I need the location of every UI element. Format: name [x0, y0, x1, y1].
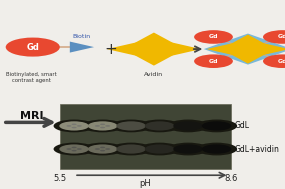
Circle shape [100, 150, 105, 151]
Circle shape [111, 119, 152, 132]
Polygon shape [227, 49, 269, 64]
Circle shape [54, 143, 95, 155]
Circle shape [145, 144, 174, 154]
Circle shape [168, 143, 209, 155]
Polygon shape [129, 33, 178, 49]
Polygon shape [129, 49, 178, 66]
Polygon shape [70, 42, 94, 53]
Text: Biotin: Biotin [72, 34, 90, 39]
Circle shape [100, 147, 105, 148]
Circle shape [100, 124, 105, 125]
Polygon shape [207, 42, 248, 57]
Circle shape [95, 148, 100, 150]
Text: +: + [105, 42, 117, 57]
Circle shape [116, 121, 146, 131]
Polygon shape [154, 40, 201, 58]
Circle shape [66, 148, 72, 150]
Text: Gd: Gd [278, 59, 285, 64]
Circle shape [196, 143, 237, 155]
Text: 5.5: 5.5 [53, 174, 66, 183]
Circle shape [173, 121, 203, 131]
Circle shape [116, 144, 146, 154]
Text: GdL+avidin: GdL+avidin [234, 145, 279, 153]
Circle shape [145, 121, 174, 131]
Circle shape [88, 144, 117, 154]
Circle shape [168, 119, 209, 132]
Text: Gd: Gd [278, 34, 285, 40]
Circle shape [139, 119, 180, 132]
Circle shape [77, 125, 82, 127]
Circle shape [263, 54, 285, 68]
Circle shape [66, 125, 72, 127]
FancyBboxPatch shape [60, 104, 231, 170]
Circle shape [72, 147, 77, 148]
Text: Gd: Gd [26, 43, 39, 52]
Circle shape [202, 121, 231, 131]
Circle shape [194, 54, 233, 68]
Circle shape [72, 150, 77, 151]
Text: pH: pH [139, 179, 151, 188]
Circle shape [54, 119, 95, 132]
Circle shape [72, 127, 77, 128]
Circle shape [105, 148, 110, 150]
Circle shape [105, 125, 110, 127]
Circle shape [263, 30, 285, 44]
Circle shape [139, 143, 180, 155]
Text: GdL: GdL [234, 121, 249, 130]
Text: Biotinylated, smart
contrast agent: Biotinylated, smart contrast agent [6, 72, 57, 83]
Circle shape [59, 121, 89, 131]
Polygon shape [107, 40, 154, 58]
Text: MRI: MRI [20, 111, 43, 121]
Circle shape [173, 144, 203, 154]
Text: Gd: Gd [209, 59, 218, 64]
Text: 8.6: 8.6 [224, 174, 237, 183]
Polygon shape [204, 34, 285, 65]
Circle shape [202, 144, 231, 154]
Circle shape [196, 119, 237, 132]
Circle shape [77, 148, 82, 150]
Text: Avidin: Avidin [144, 72, 164, 77]
Circle shape [82, 119, 123, 132]
Circle shape [6, 38, 60, 57]
Circle shape [88, 121, 117, 131]
Polygon shape [248, 42, 285, 57]
Circle shape [111, 143, 152, 155]
Text: Gd: Gd [209, 34, 218, 40]
Circle shape [95, 125, 100, 127]
Circle shape [82, 143, 123, 155]
Circle shape [100, 127, 105, 128]
Circle shape [59, 144, 89, 154]
Circle shape [72, 124, 77, 125]
Polygon shape [227, 35, 269, 49]
Circle shape [194, 30, 233, 44]
